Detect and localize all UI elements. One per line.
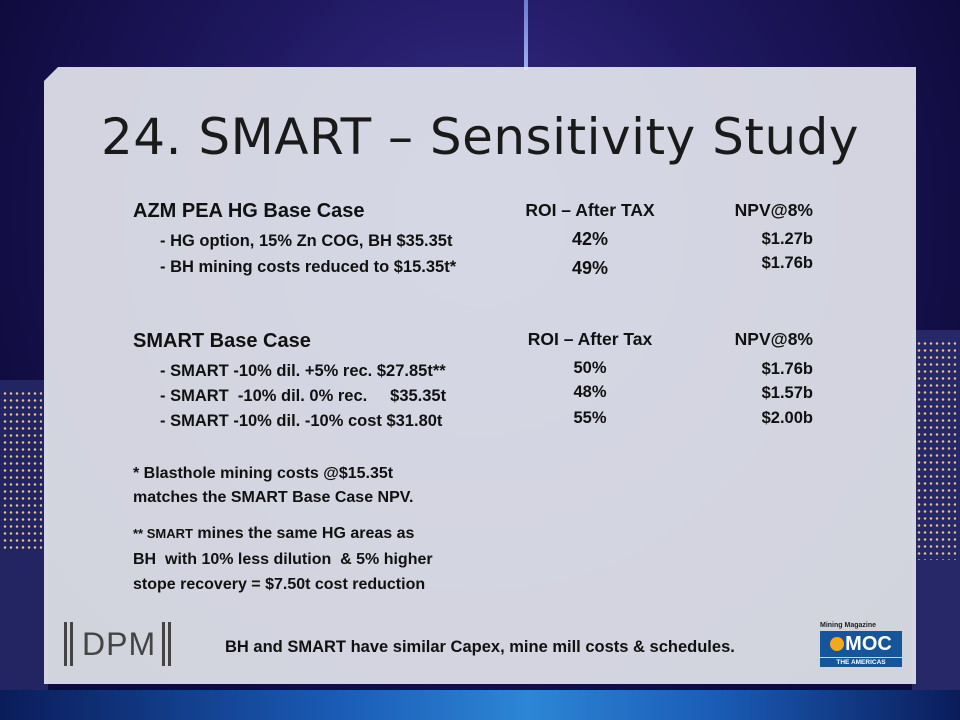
cn-tower-silhouette: [524, 0, 528, 70]
section1-row-label: - HG option, 15% Zn COG, BH $35.35t: [160, 232, 453, 250]
section2-row-label: - SMART -10% dil. 0% rec. $35.35t: [160, 387, 447, 405]
note1-line2: matches the SMART Base Case NPV.: [133, 489, 414, 506]
section2-row-roi: 50%: [573, 359, 607, 377]
section1-row-roi: 49%: [571, 258, 609, 278]
section2-row-roi: 48%: [573, 383, 607, 401]
section1-row-roi: 42%: [571, 229, 609, 249]
section1-row-label: - BH mining costs reduced to $15.35t*: [160, 258, 457, 276]
dpm-logo-text: DPM: [82, 625, 157, 662]
dpm-logo-bar: [162, 622, 166, 666]
content-panel: [44, 67, 916, 684]
section2-row-roi: 55%: [573, 409, 607, 427]
dpm-logo-bar: [168, 622, 172, 666]
note2-line2: BH with 10% less dilution & 5% higher: [133, 551, 433, 568]
omoc-subtitle: THE AMERICAS: [820, 658, 902, 667]
note2-line1-rest: mines the same HG areas as: [192, 525, 415, 542]
note2-prefix: ** SMART: [133, 526, 193, 541]
omoc-logo: Mining Magazine MOC THE AMERICAS: [820, 622, 902, 674]
section1-row-npv: $1.76b: [761, 254, 813, 272]
section2-roi-header: ROI – After Tax: [527, 329, 653, 349]
note2-line3: stope recovery = $7.50t cost reduction: [133, 576, 426, 593]
note1-line1: * Blasthole mining costs @$15.35t: [133, 465, 394, 482]
dpm-logo: DPM: [64, 622, 174, 666]
section2-row-label: - SMART -10% dil. +5% rec. $27.85t**: [160, 362, 446, 380]
section1-roi-header: ROI – After TAX: [525, 200, 655, 220]
building-lights-right: [916, 340, 956, 560]
dpm-logo-bar: [64, 622, 67, 666]
note2-line1: ** SMART mines the same HG areas as: [133, 522, 414, 545]
dpm-logo-bar: [70, 622, 73, 666]
section1-heading: AZM PEA HG Base Case: [133, 200, 365, 222]
section2-row-npv: $2.00b: [761, 409, 813, 427]
omoc-magazine-label: Mining Magazine: [820, 622, 876, 629]
section2-heading: SMART Base Case: [133, 330, 311, 352]
section2-row-npv: $1.76b: [761, 360, 813, 378]
section1-row-npv: $1.27b: [761, 230, 813, 248]
section2-npv-header: NPV@8%: [734, 329, 813, 349]
footer-text: BH and SMART have similar Capex, mine mi…: [225, 638, 735, 656]
sun-icon: [830, 636, 845, 651]
slide-title: 24. SMART – Sensitivity Study: [101, 108, 859, 166]
building-lights-left: [2, 390, 42, 550]
omoc-main-wordmark: MOC: [820, 631, 902, 657]
section2-row-npv: $1.57b: [761, 384, 813, 402]
omoc-main-text: MOC: [845, 633, 892, 655]
section2-row-label: - SMART -10% dil. -10% cost $31.80t: [160, 412, 443, 430]
section1-npv-header: NPV@8%: [734, 200, 813, 220]
bottom-gradient-bar: [0, 690, 960, 720]
